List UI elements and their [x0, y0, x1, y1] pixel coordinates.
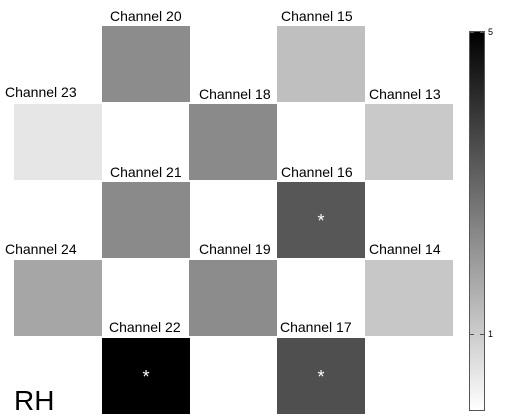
channel-label: Channel 23 [5, 84, 77, 100]
channel-tile [14, 260, 102, 336]
channel-label: Channel 22 [109, 319, 181, 335]
channel-tile [102, 338, 190, 414]
channel-label: Channel 16 [281, 164, 353, 180]
channel-tile [14, 104, 102, 180]
channel-heatmap: Channel 20 Channel 15 Channel 23 Channel 18… [5, 8, 453, 414]
significance-marker: * [317, 367, 325, 387]
colorbar-tick-label: 5 [488, 27, 494, 37]
channel-label: Channel 19 [199, 241, 271, 257]
channel-tile [102, 182, 190, 258]
channel-label: Channel 15 [281, 8, 353, 24]
channel-tile [277, 26, 365, 102]
channel-label: Channel 18 [199, 86, 271, 102]
colorbar-tick-label: 1 [488, 329, 494, 339]
colorbar-tick [480, 32, 484, 33]
channel-tile [365, 260, 453, 336]
channel-label: Channel 13 [369, 86, 441, 102]
channel-label: Channel 21 [110, 164, 182, 180]
channel-tile [189, 104, 277, 180]
channel-label: Channel 17 [280, 319, 352, 335]
colorbar-tick [480, 334, 484, 335]
channel-label: Channel 24 [5, 241, 77, 257]
channel-tile [102, 26, 190, 102]
channel-label: Channel 20 [110, 8, 182, 24]
channel-tile [365, 104, 453, 180]
hemisphere-label: RH [14, 385, 55, 416]
colorbar-tick [470, 334, 474, 335]
colorbar-tick [470, 32, 474, 33]
channel-tile [277, 182, 365, 258]
channel-label: Channel 14 [369, 241, 441, 257]
significance-marker: * [142, 367, 150, 387]
channel-tile [189, 260, 277, 336]
channel-tile [277, 338, 365, 414]
significance-marker: * [317, 211, 325, 231]
